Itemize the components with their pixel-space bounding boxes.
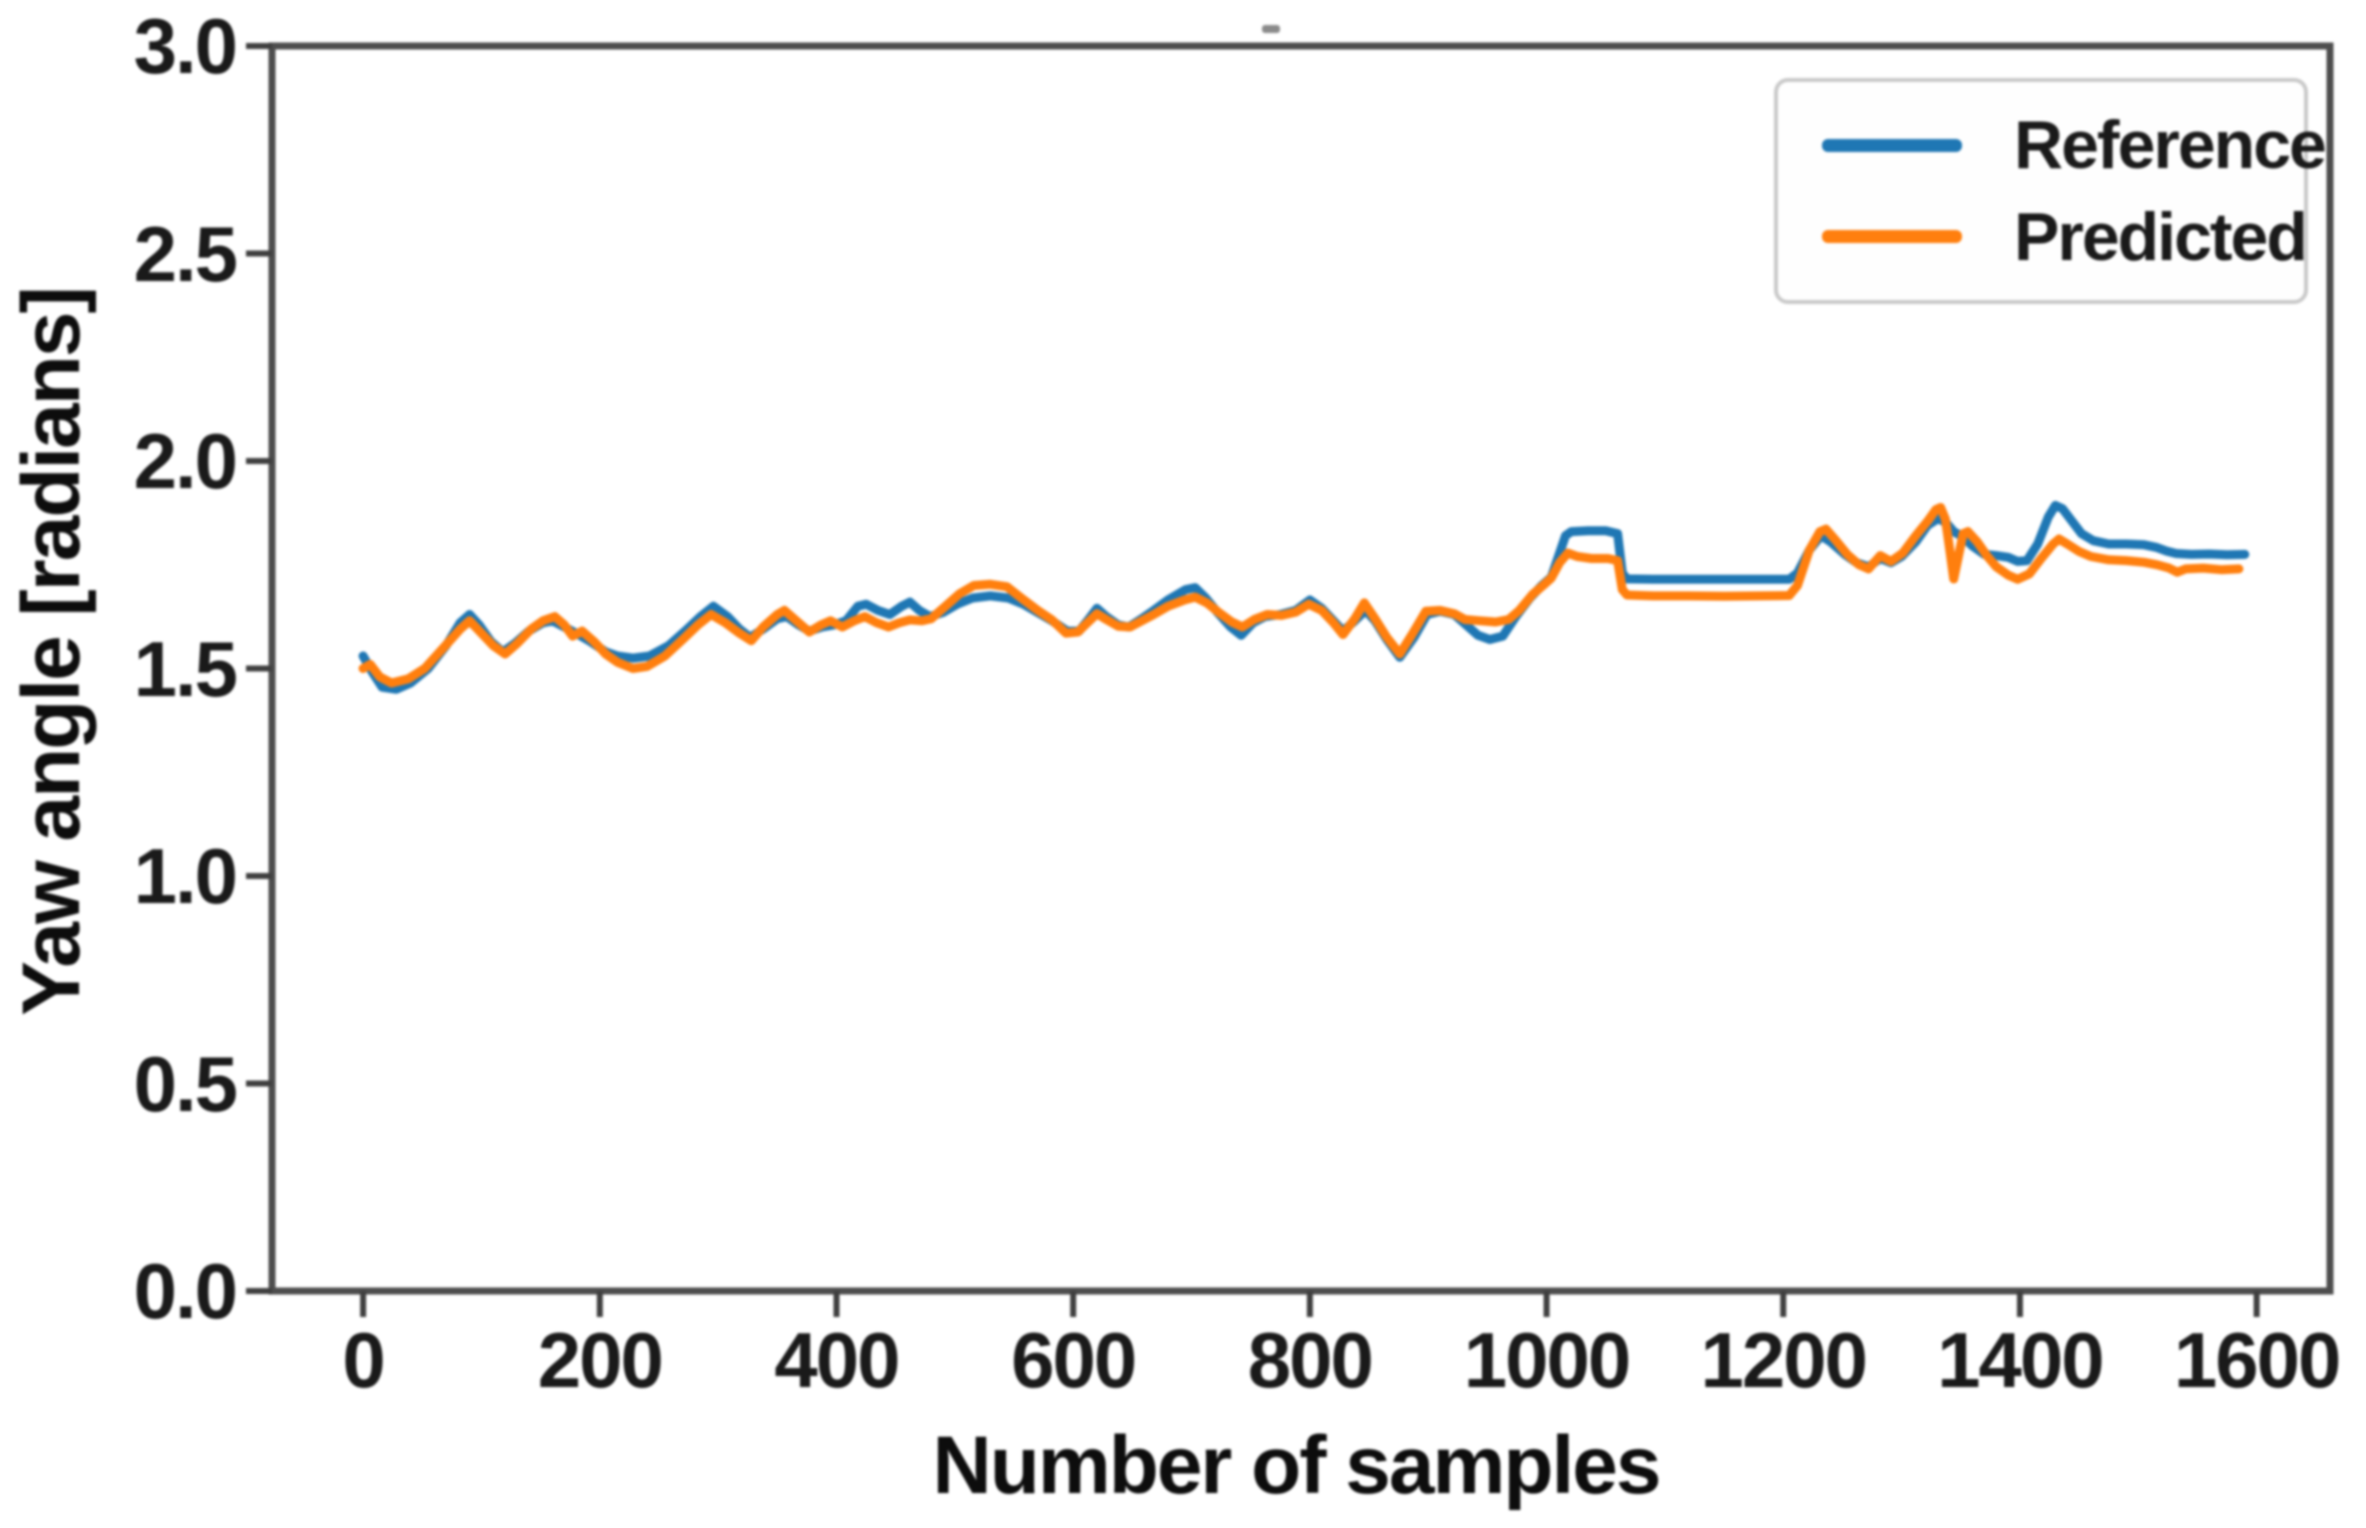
x-tick-label: 400 xyxy=(774,1316,900,1404)
y-tick-label: 1.5 xyxy=(133,624,238,713)
y-axis-title: Yaw angle [radians] xyxy=(6,288,97,1016)
legend-entry-predicted: Predicted xyxy=(1778,198,2308,275)
legend-label-predicted: Predicted xyxy=(2014,198,2308,275)
y-tick-label: 0.5 xyxy=(133,1039,238,1128)
x-tick-label: 600 xyxy=(1011,1316,1137,1404)
y-tick-label: 1.0 xyxy=(133,832,238,920)
legend-entry-reference: Reference xyxy=(1778,111,2327,179)
x-tick-label: 0 xyxy=(342,1316,385,1404)
x-tick-label: 1200 xyxy=(1700,1316,1868,1404)
x-axis-title: Number of samples xyxy=(932,1420,1662,1511)
x-tick-label: 200 xyxy=(537,1316,664,1404)
axis-ticks xyxy=(246,43,2260,1317)
legend-label-reference: Reference xyxy=(2014,107,2327,184)
x-tick-label: 1400 xyxy=(1937,1316,2105,1404)
predicted-line-swatch xyxy=(1822,230,1962,244)
x-tick-label: 800 xyxy=(1247,1316,1374,1404)
data-lines xyxy=(358,500,2250,694)
legend: Reference Predicted xyxy=(1774,78,2327,304)
y-tick-label: 0.0 xyxy=(133,1247,238,1335)
x-tick-label: 1000 xyxy=(1463,1316,1632,1404)
y-tick-label: 2.0 xyxy=(133,417,238,505)
y-tick-label: 3.0 xyxy=(133,2,238,90)
x-tick-label: 1600 xyxy=(2173,1316,2342,1404)
predicted-line xyxy=(358,503,2244,688)
reference-line-swatch xyxy=(1822,138,1962,152)
y-tick-label: 2.5 xyxy=(133,209,238,298)
title-artifact-dash xyxy=(1262,25,1280,33)
